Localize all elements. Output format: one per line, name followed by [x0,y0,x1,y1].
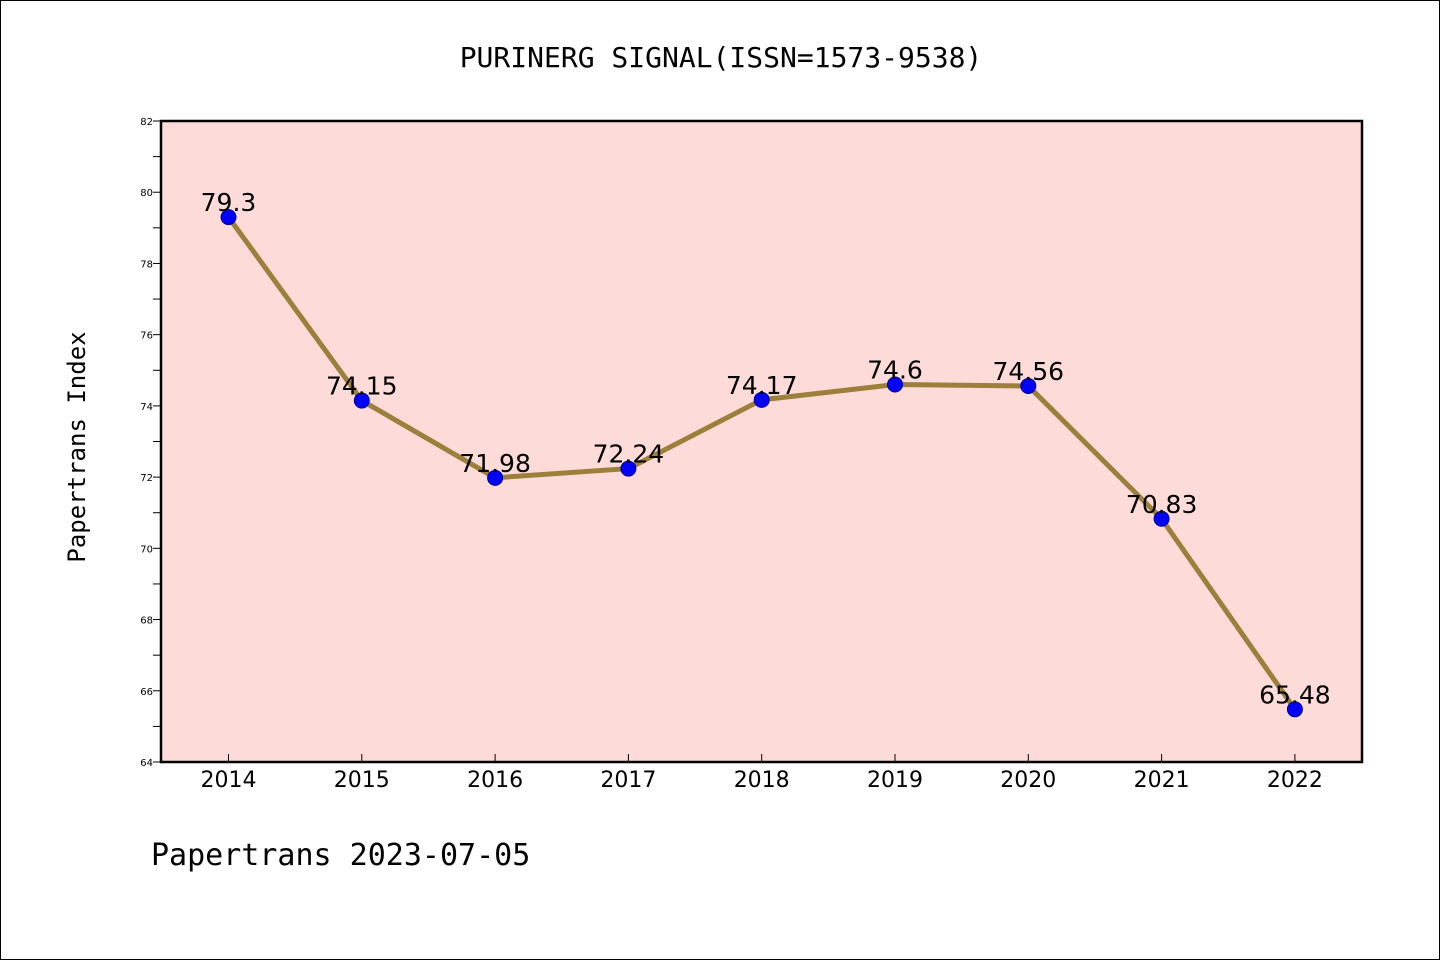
x-tick-label: 2018 [734,768,790,793]
chart-title: PURINERG SIGNAL(ISSN=1573-9538) [460,41,983,74]
data-label: 74.15 [326,372,398,401]
data-label: 79.3 [201,188,257,217]
y-tick-label: 66 [140,687,153,698]
x-tick-label: 2014 [201,768,257,793]
data-label: 70.83 [1126,490,1198,519]
data-point [1286,701,1303,718]
data-label: 74.56 [993,357,1065,386]
x-tick-label: 2021 [1134,768,1190,793]
y-tick-label: 78 [140,259,153,270]
data-point [620,460,637,477]
data-label: 74.6 [867,356,923,385]
series-line-group: 79.3 74.15 71.98 72.24 74.17 74.6 74.56 70.83 65… [201,188,1331,718]
data-label: 65.48 [1259,680,1331,709]
data-point [487,469,504,486]
x-axis: 2014 2015 2016 2017 2018 2019 2020 2021 2022 [201,754,1323,793]
y-axis-label: Papertrans Index [63,331,91,562]
data-point [353,392,370,409]
x-tick-label: 2019 [867,768,923,793]
data-point [1153,510,1170,527]
x-tick-label: 2022 [1267,768,1323,793]
data-point [1020,377,1037,394]
data-point [220,209,237,226]
x-tick-label: 2020 [1000,768,1056,793]
data-label: 74.17 [726,371,798,400]
y-tick-label: 70 [140,544,153,555]
plot-area [159,119,1364,764]
x-tick-label: 2015 [334,768,390,793]
data-label: 72.24 [593,440,665,469]
data-point [887,376,903,393]
y-tick-label: 72 [140,473,153,484]
data-label: 71.98 [459,449,531,478]
x-tick-label: 2017 [600,768,656,793]
y-tick-label: 76 [140,331,153,342]
y-axis: 64 66 68 70 72 74 76 78 80 82 [140,117,161,769]
y-tick-label: 74 [140,402,153,413]
y-tick-label: 82 [140,117,153,128]
y-tick-label: 80 [140,188,153,199]
footer-credit: Papertrans 2023-07-05 [151,838,530,873]
y-tick-label: 68 [140,616,153,627]
data-point [753,391,770,408]
y-tick-label: 64 [140,758,153,769]
x-tick-label: 2016 [467,768,523,793]
